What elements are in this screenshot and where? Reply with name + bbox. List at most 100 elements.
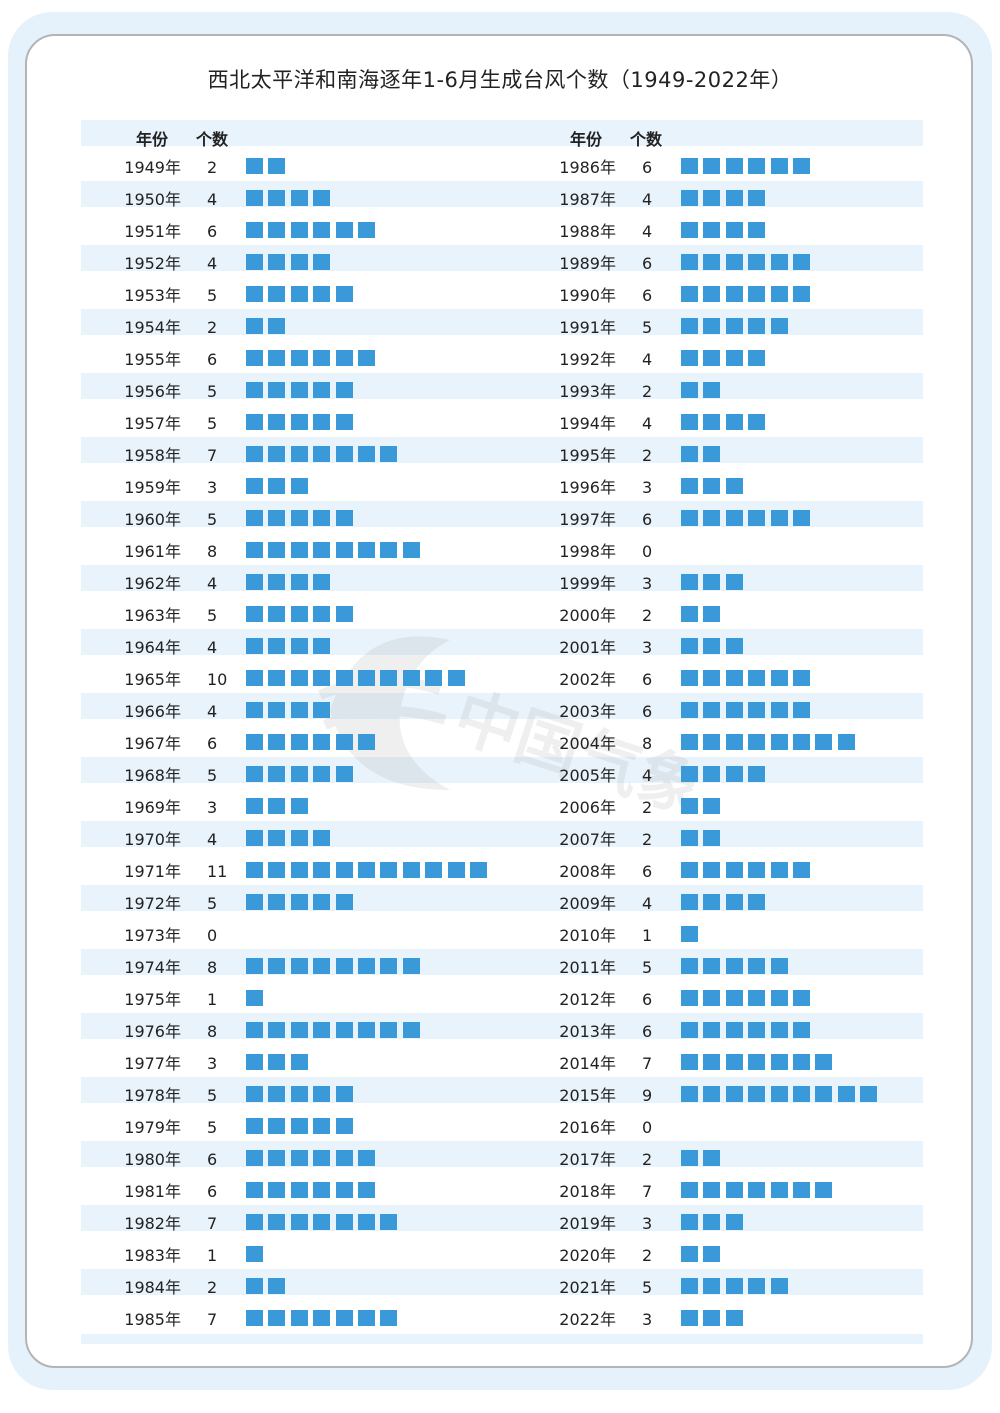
- count-bar-block: [770, 1086, 788, 1102]
- count-bar-block: [268, 1310, 286, 1326]
- year-label: 2017年: [559, 1150, 616, 1169]
- count-bar-block: [358, 1310, 375, 1326]
- row-stripe: [81, 437, 923, 463]
- count-bar-block: [725, 254, 743, 270]
- count-label: 6: [642, 158, 653, 177]
- count-bar-block: [313, 734, 331, 750]
- count-bar-block: [290, 670, 308, 686]
- count-label: 5: [207, 1118, 218, 1137]
- count-label: 8: [207, 542, 218, 561]
- count-bar-block: [748, 414, 766, 430]
- year-label: 2006年: [559, 798, 616, 817]
- year-label: 1988年: [559, 222, 616, 241]
- count-bar-block: [268, 862, 286, 878]
- count-bar-block: [748, 670, 766, 686]
- count-bar-block: [313, 862, 331, 878]
- header-year-right: 年份: [570, 130, 603, 149]
- count-bar-block: [290, 350, 308, 366]
- count-bar-block: [703, 766, 721, 782]
- count-bar-block: [748, 318, 766, 334]
- year-label: 2007年: [559, 830, 616, 849]
- count-bar-block: [335, 606, 353, 622]
- row-stripe: [81, 821, 923, 847]
- count-bar-block: [703, 1086, 721, 1102]
- count-bar-block: [793, 1182, 810, 1198]
- count-label: 6: [207, 350, 218, 369]
- count-bar-block: [681, 670, 698, 686]
- count-bar-block: [335, 510, 353, 526]
- year-label: 1984年: [124, 1278, 181, 1297]
- count-label: 6: [642, 510, 653, 529]
- year-label: 2013年: [559, 1022, 616, 1041]
- count-bar-block: [770, 254, 788, 270]
- count-bar-block: [770, 1278, 788, 1294]
- count-label: 9: [642, 1086, 653, 1105]
- year-label: 1967年: [124, 734, 181, 753]
- count-bar-block: [681, 1214, 698, 1230]
- count-bar-block: [815, 734, 833, 750]
- count-label: 5: [207, 894, 218, 913]
- count-bar-block: [246, 798, 263, 814]
- year-label: 1956年: [124, 382, 181, 401]
- count-bar-block: [380, 958, 398, 974]
- count-bar-block: [335, 446, 353, 462]
- count-label: 5: [642, 958, 653, 977]
- count-bar-block: [268, 958, 286, 974]
- count-label: 6: [207, 1182, 218, 1201]
- count-bar-block: [770, 286, 788, 302]
- count-bar-block: [725, 702, 743, 718]
- count-bar-block: [703, 734, 721, 750]
- count-bar-block: [725, 318, 743, 334]
- year-label: 1953年: [124, 286, 181, 305]
- year-label: 2019年: [559, 1214, 616, 1233]
- count-bar-block: [335, 222, 353, 238]
- count-bar-block: [402, 542, 420, 558]
- year-label: 1968年: [124, 766, 181, 785]
- count-bar-block: [246, 990, 263, 1006]
- count-bar-block: [770, 670, 788, 686]
- count-label: 4: [207, 702, 218, 721]
- year-label: 2002年: [559, 670, 616, 689]
- count-bar-block: [313, 1150, 331, 1166]
- count-bar-block: [725, 190, 743, 206]
- count-bar-block: [246, 1086, 263, 1102]
- count-label: 2: [642, 798, 653, 817]
- year-label: 1959年: [124, 478, 181, 497]
- count-bar-block: [313, 1310, 331, 1326]
- row-stripe: [81, 181, 923, 207]
- count-bar-block: [748, 894, 766, 910]
- row-stripe: [81, 373, 923, 399]
- count-bar-block: [681, 894, 698, 910]
- count-bar-block: [748, 766, 766, 782]
- count-bar-block: [290, 1086, 308, 1102]
- count-bar-block: [268, 1118, 286, 1134]
- count-bar-block: [246, 670, 263, 686]
- count-bar-block: [268, 894, 286, 910]
- count-bar-block: [725, 1054, 743, 1070]
- count-bar-block: [793, 510, 810, 526]
- count-bar-block: [313, 638, 331, 654]
- count-bar-block: [770, 862, 788, 878]
- count-label: 2: [642, 606, 653, 625]
- count-bar-block: [703, 670, 721, 686]
- count-bar-block: [290, 1054, 308, 1070]
- count-bar-block: [290, 510, 308, 526]
- count-bar-block: [681, 190, 698, 206]
- count-bar-block: [358, 734, 375, 750]
- count-bar-block: [290, 606, 308, 622]
- year-label: 2000年: [559, 606, 616, 625]
- count-bar-block: [313, 350, 331, 366]
- count-bar-block: [313, 670, 331, 686]
- count-bar-block: [246, 1310, 263, 1326]
- count-bar-block: [246, 1246, 263, 1262]
- year-label: 1951年: [124, 222, 181, 241]
- count-bar-block: [290, 830, 308, 846]
- count-bar-block: [335, 734, 353, 750]
- count-bar-block: [681, 638, 698, 654]
- count-bar-block: [748, 702, 766, 718]
- count-bar-block: [290, 1118, 308, 1134]
- count-bar-block: [335, 958, 353, 974]
- header-count-left: 个数: [196, 130, 229, 149]
- count-bar-block: [703, 702, 721, 718]
- year-label: 1981年: [124, 1182, 181, 1201]
